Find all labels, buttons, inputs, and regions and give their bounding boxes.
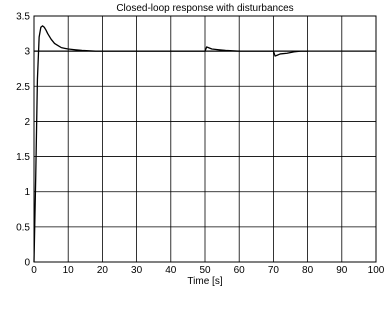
plot-frame <box>33 15 377 263</box>
y-tick-label: 3.5 <box>16 12 30 23</box>
y-tick-labels: 0 0.5 1 1.5 2 2.5 3 3.5 <box>16 12 30 269</box>
x-tick-label: 60 <box>234 265 246 276</box>
y-tick-label: 2 <box>24 117 30 128</box>
x-tick-label: 40 <box>165 265 177 276</box>
x-tick-labels: 0 10 20 30 40 50 60 70 80 90 100 <box>31 265 385 276</box>
y-tick-label: 0.5 <box>16 222 30 233</box>
series-layer <box>33 25 308 263</box>
response-series-line <box>33 25 308 263</box>
y-tick-label: 0 <box>24 258 30 269</box>
x-tick-label: 100 <box>368 265 385 276</box>
grid-layer <box>33 15 377 263</box>
x-tick-label: 30 <box>131 265 143 276</box>
x-tick-label: 0 <box>31 265 37 276</box>
x-tick-label: 50 <box>199 265 211 276</box>
x-tick-label: 20 <box>97 265 109 276</box>
y-tick-label: 1 <box>24 187 30 198</box>
x-tick-label: 90 <box>336 265 348 276</box>
y-tick-label: 3 <box>24 47 30 58</box>
x-tick-label: 10 <box>63 265 75 276</box>
x-tick-label: 80 <box>302 265 314 276</box>
x-tick-label: 70 <box>268 265 280 276</box>
x-axis-label: Time [s] <box>187 276 222 287</box>
y-tick-label: 1.5 <box>16 152 30 163</box>
y-tick-label: 2.5 <box>16 82 30 93</box>
chart-title: Closed-loop response with disturbances <box>116 3 293 14</box>
